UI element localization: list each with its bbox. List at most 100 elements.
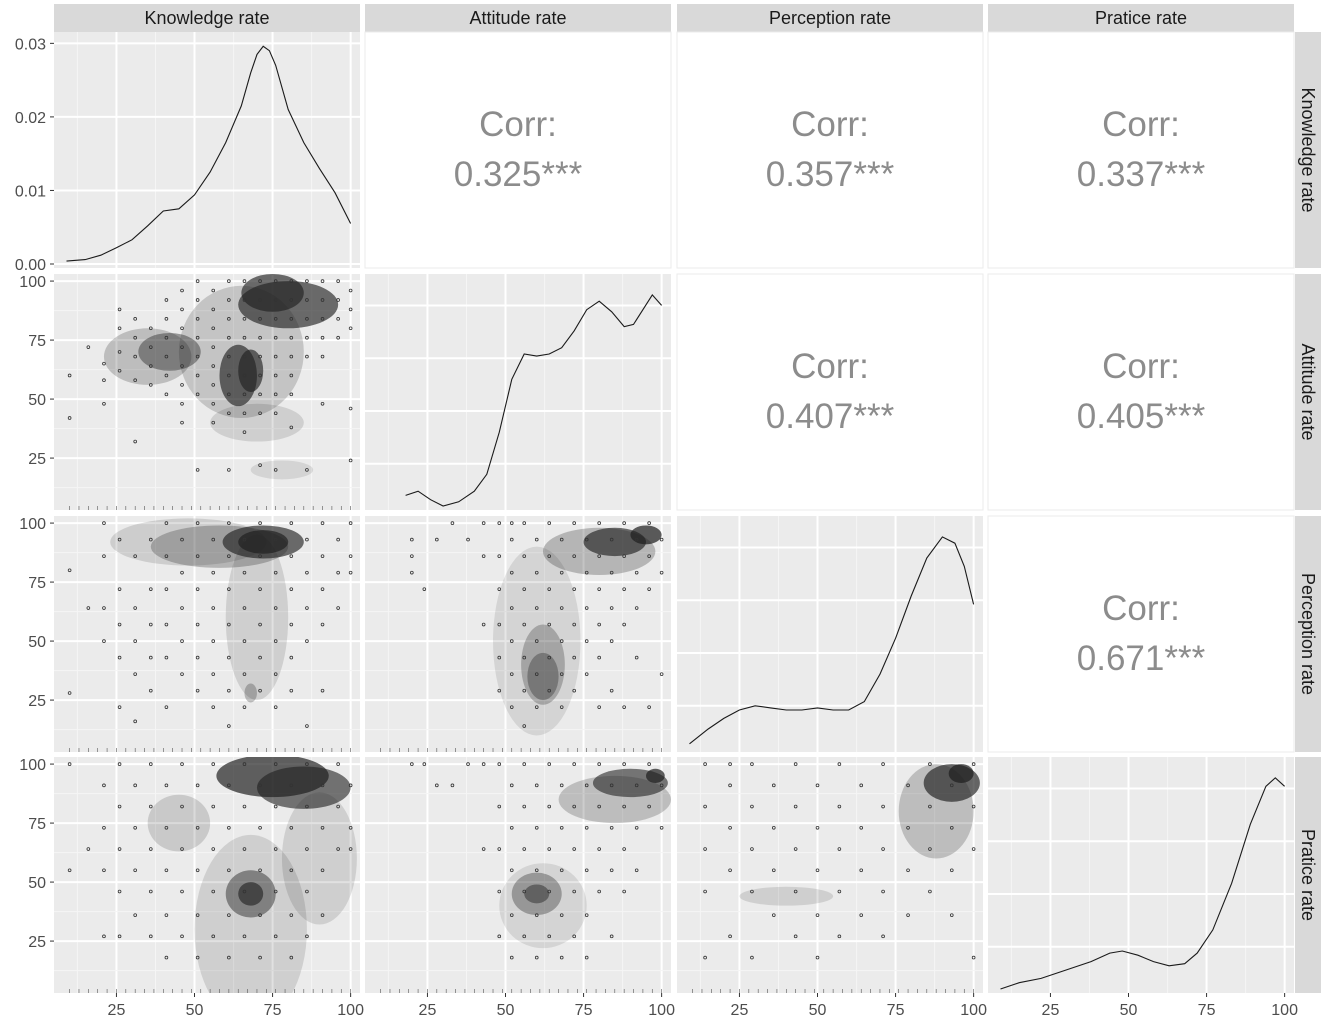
x-axis-tick-label: 25 bbox=[108, 1002, 126, 1019]
data-point bbox=[273, 639, 278, 643]
data-point bbox=[242, 934, 247, 939]
data-point bbox=[647, 762, 651, 766]
data-point bbox=[771, 868, 776, 873]
density-contour bbox=[898, 764, 974, 859]
density-curve-attitude bbox=[405, 293, 663, 507]
data-point bbox=[928, 762, 932, 766]
data-point bbox=[597, 705, 601, 709]
data-point bbox=[227, 688, 231, 693]
data-point bbox=[559, 705, 564, 709]
data-point bbox=[273, 606, 278, 610]
data-point bbox=[289, 783, 294, 788]
data-point bbox=[522, 554, 527, 558]
data-point bbox=[273, 762, 278, 766]
data-point bbox=[348, 825, 353, 830]
corr-panel-background bbox=[676, 273, 984, 511]
data-point bbox=[534, 606, 539, 610]
data-point bbox=[305, 317, 309, 321]
data-point bbox=[450, 783, 455, 788]
data-point bbox=[273, 373, 278, 378]
density-curve-knowledge bbox=[66, 45, 352, 262]
corr-label: Corr: bbox=[1102, 589, 1180, 628]
data-point bbox=[547, 847, 552, 851]
data-point bbox=[180, 288, 184, 293]
data-point bbox=[534, 705, 539, 709]
data-point bbox=[133, 606, 137, 610]
density-contour bbox=[542, 527, 656, 576]
data-point bbox=[211, 606, 216, 610]
data-point bbox=[289, 825, 294, 830]
data-point bbox=[509, 672, 514, 676]
data-point bbox=[481, 554, 486, 558]
data-point bbox=[305, 537, 309, 542]
data-point bbox=[971, 847, 976, 851]
data-point bbox=[258, 279, 262, 283]
data-point bbox=[659, 537, 664, 542]
data-point bbox=[584, 955, 589, 960]
data-point bbox=[305, 847, 309, 851]
data-point bbox=[859, 913, 864, 917]
data-point bbox=[559, 570, 564, 575]
panel-2-1 bbox=[365, 516, 671, 752]
data-point bbox=[547, 622, 552, 627]
data-point bbox=[117, 889, 122, 894]
data-point bbox=[117, 350, 122, 354]
x-axis-tick-label: 100 bbox=[337, 1002, 364, 1019]
data-point bbox=[497, 847, 502, 851]
data-point bbox=[559, 955, 564, 960]
data-point bbox=[320, 688, 325, 693]
data-point bbox=[348, 521, 353, 525]
x-axis-tick-label: 100 bbox=[1271, 1002, 1298, 1019]
data-point bbox=[117, 847, 122, 851]
data-point bbox=[242, 847, 247, 851]
data-point bbox=[815, 825, 820, 830]
data-point bbox=[497, 688, 502, 693]
data-point bbox=[148, 345, 153, 349]
density-contour bbox=[281, 792, 357, 925]
corr-panel-background bbox=[676, 31, 984, 269]
x-axis-tick-label: 75 bbox=[264, 1002, 282, 1019]
data-point bbox=[497, 804, 502, 809]
data-point bbox=[622, 762, 626, 766]
density-contours bbox=[103, 274, 339, 480]
data-point bbox=[348, 458, 353, 463]
data-point bbox=[242, 537, 247, 542]
x-axis-tick-label: 75 bbox=[1198, 1002, 1216, 1019]
density-contour bbox=[493, 546, 581, 736]
data-point bbox=[289, 317, 294, 321]
data-point bbox=[180, 383, 184, 387]
data-point bbox=[242, 889, 247, 894]
data-point bbox=[522, 587, 527, 591]
data-point bbox=[195, 587, 200, 591]
data-point bbox=[148, 804, 153, 809]
data-point bbox=[336, 847, 340, 851]
data-point bbox=[211, 705, 216, 709]
x-axis-tick-label: 25 bbox=[1042, 1002, 1060, 1019]
density-contour bbox=[527, 652, 559, 701]
panel-2-2 bbox=[677, 516, 983, 752]
data-point bbox=[148, 655, 153, 660]
data-point bbox=[320, 521, 325, 525]
data-point bbox=[305, 804, 309, 809]
data-point bbox=[273, 298, 278, 302]
data-point bbox=[320, 622, 325, 627]
data-point bbox=[86, 606, 91, 610]
data-point bbox=[117, 368, 122, 373]
y-axis-tick-label: 100 bbox=[19, 757, 46, 774]
data-point bbox=[289, 868, 294, 873]
data-point bbox=[497, 622, 502, 627]
data-point bbox=[258, 298, 262, 302]
data-point bbox=[609, 639, 614, 643]
data-point bbox=[509, 705, 514, 709]
data-point bbox=[289, 955, 294, 960]
data-point bbox=[859, 825, 864, 830]
data-point bbox=[164, 955, 169, 960]
data-point bbox=[242, 354, 247, 359]
data-point bbox=[211, 383, 216, 387]
data-point bbox=[522, 847, 527, 851]
data-point bbox=[336, 606, 340, 610]
data-point bbox=[410, 762, 414, 766]
data-point bbox=[133, 639, 137, 643]
data-point bbox=[597, 762, 601, 766]
data-point bbox=[133, 825, 137, 830]
